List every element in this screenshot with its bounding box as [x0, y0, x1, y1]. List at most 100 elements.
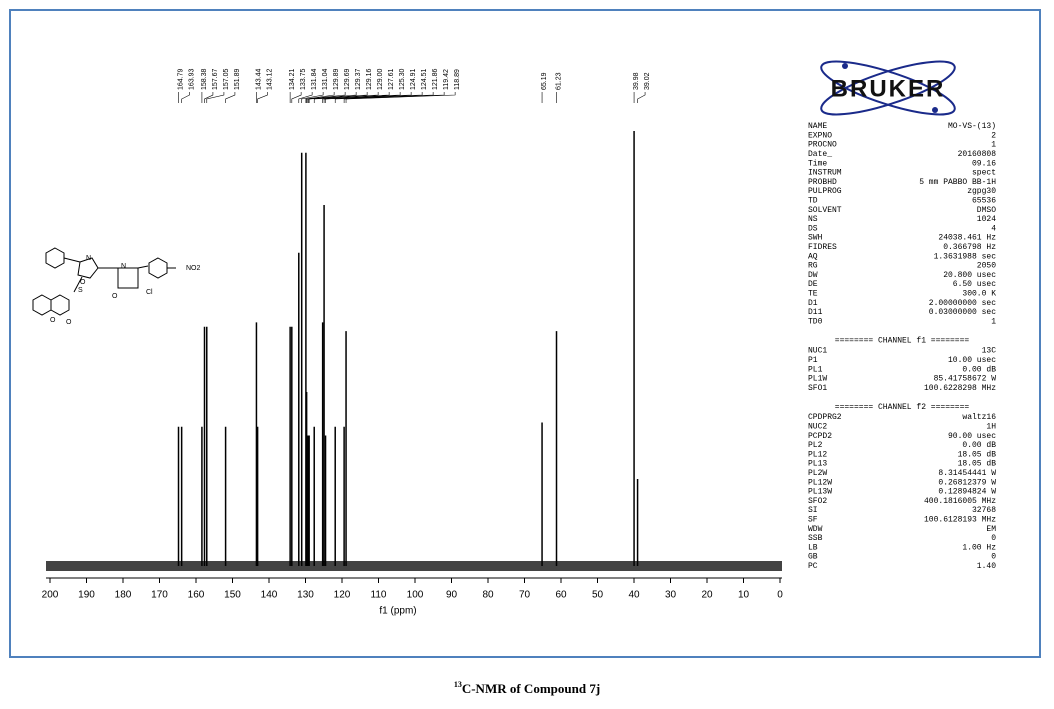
caption-part: 13 [454, 680, 462, 689]
peak-label: 131.04 [322, 68, 329, 90]
peak-label: 143.12 [266, 68, 273, 90]
param-key: CPDPRG2 [808, 413, 842, 422]
param-value: zgpg30 [967, 187, 996, 196]
param-value: 2.00000000 sec [929, 299, 996, 308]
param-value: 20160808 [958, 150, 997, 159]
param-key: D1 [808, 299, 818, 308]
peak-label-connector [225, 92, 236, 103]
peak-label-connector [307, 92, 357, 103]
x-tick-label: 180 [115, 590, 132, 601]
peak-label: 157.67 [212, 68, 219, 90]
x-tick-label: 50 [592, 590, 604, 601]
param-key: TD [808, 197, 818, 206]
x-tick-label: 80 [482, 590, 494, 601]
logo-text: BRUKER [831, 75, 946, 102]
x-tick-label: 60 [555, 590, 567, 601]
caption: 13C-NMR of Compound 7j [454, 680, 600, 696]
peak-label: 131.84 [311, 68, 318, 90]
atom-label: O [50, 317, 56, 324]
param-value: 1 [991, 141, 996, 150]
peak-label-connector [313, 92, 390, 103]
peak-label: 121.86 [432, 68, 439, 90]
param-key: PCPD2 [808, 432, 832, 441]
peak-label: 157.05 [223, 68, 230, 90]
param-value: DMSO [977, 206, 996, 215]
param-value: 0.12894824 W [938, 488, 996, 497]
param-key: P1 [808, 356, 818, 365]
x-tick-label: 40 [628, 590, 640, 601]
param-key: SOLVENT [808, 206, 842, 215]
param-section: ======== CHANNEL f2 ======== [835, 403, 970, 412]
x-tick-label: 190 [78, 590, 95, 601]
param-key: RG [808, 262, 818, 271]
param-value: 100.6128193 MHz [924, 516, 996, 525]
peak-label: 164.79 [177, 68, 184, 90]
param-key: SSB [808, 534, 823, 543]
param-key: PL1 [808, 365, 823, 374]
param-key: PL12 [808, 450, 827, 459]
param-key: PL2 [808, 441, 823, 450]
peak-label-connector [306, 92, 346, 103]
param-value: 65536 [972, 197, 996, 206]
param-value: 90.00 usec [948, 432, 996, 441]
param-key: PROCNO [808, 141, 837, 150]
param-section: ======== CHANNEL f1 ======== [835, 337, 970, 346]
param-key: PROBHD [808, 178, 837, 187]
peak-label: 127.61 [388, 68, 395, 90]
param-value: 0.00 dB [962, 441, 996, 450]
param-value: 0.00 dB [962, 365, 996, 374]
x-tick-label: 20 [701, 590, 713, 601]
param-value: 6.50 usec [953, 280, 996, 289]
x-tick-label: 150 [224, 590, 241, 601]
peak-label-connector [204, 92, 214, 103]
atom-label: Cl [146, 289, 153, 296]
peak-label: 39.02 [644, 72, 651, 90]
param-value: 4 [991, 224, 996, 233]
x-tick-label: 10 [738, 590, 750, 601]
param-key: NAME [808, 122, 827, 131]
param-key: INSTRUM [808, 169, 842, 178]
param-key: PL1W [808, 375, 827, 384]
param-key: PL2W [808, 469, 827, 478]
peak-label: 61.23 [555, 72, 562, 90]
param-value: waltz16 [962, 413, 996, 422]
param-key: PL12W [808, 478, 832, 487]
molecule [32, 247, 176, 316]
peak-label-connector [308, 92, 368, 103]
param-value: 85.41758672 W [934, 375, 997, 384]
peak-label: 129.16 [366, 68, 373, 90]
param-value: 0 [991, 534, 996, 543]
param-value: 1.00 Hz [962, 543, 996, 552]
atom-label: O [112, 293, 118, 300]
param-value: 1.3631988 sec [934, 252, 997, 261]
peak-label-connector [298, 92, 313, 103]
peak-label: 133.75 [300, 68, 307, 90]
x-tick-label: 170 [151, 590, 168, 601]
param-key: PL13W [808, 488, 832, 497]
param-value: 2050 [977, 262, 996, 271]
peak-label-connector [181, 92, 190, 103]
param-value: 5 mm PABBO BB-1H [919, 178, 996, 187]
param-key: EXPNO [808, 131, 832, 140]
peak-label-connector [305, 92, 335, 103]
param-value: 100.6228298 MHz [924, 384, 996, 393]
x-tick-label: 100 [407, 590, 424, 601]
param-value: 0.366798 Hz [943, 243, 996, 252]
atom-label: S [78, 287, 83, 294]
param-value: 18.05 dB [958, 460, 997, 469]
peak-label: 151.89 [234, 68, 241, 90]
peak-label: 129.00 [377, 68, 384, 90]
param-value: 1024 [977, 215, 996, 224]
atom-label: O [80, 279, 86, 286]
param-value: 10.00 usec [948, 356, 996, 365]
param-key: NUC1 [808, 347, 827, 356]
param-value: 20.800 usec [943, 271, 996, 280]
atom-label: O [66, 319, 72, 326]
x-axis-label: f1 (ppm) [379, 606, 416, 617]
param-key: DS [808, 224, 818, 233]
param-key: DE [808, 280, 818, 289]
baseline-noise [46, 561, 782, 571]
peak-label-connector [345, 92, 456, 103]
peak-label-connector [325, 92, 423, 103]
